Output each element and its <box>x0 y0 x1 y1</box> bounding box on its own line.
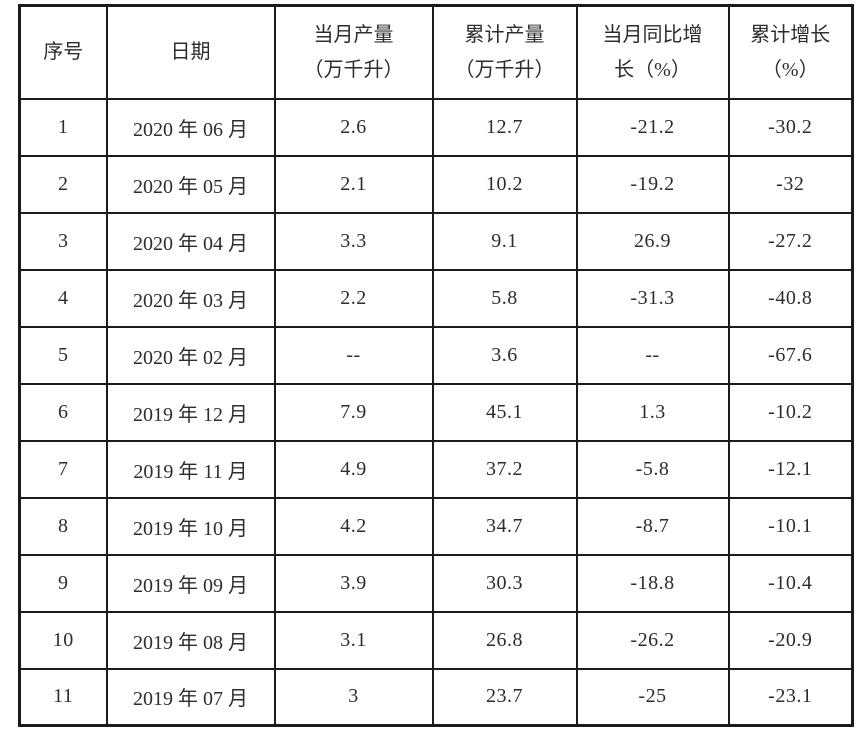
cell-seq: 10 <box>18 610 108 670</box>
cell-cumulative-growth: -40.8 <box>727 268 854 328</box>
cell-monthly-yoy: -- <box>575 325 730 385</box>
table-row-6: 6 2019 年 12 月 7.9 45.1 1.3 -10.2 <box>18 382 854 442</box>
header-cell-cumulative-growth: 累计增长 （%） <box>727 4 854 100</box>
cell-monthly-output: 3.3 <box>273 211 434 271</box>
cell-monthly-output: 3.1 <box>273 610 434 670</box>
header-label-line2: 长（%） <box>614 58 691 81</box>
table-row-9: 9 2019 年 09 月 3.9 30.3 -18.8 -10.4 <box>18 553 854 613</box>
cell-cumulative-output: 37.2 <box>431 439 578 499</box>
table-row-2: 2 2020 年 05 月 2.1 10.2 -19.2 -32 <box>18 154 854 214</box>
cell-monthly-yoy: -8.7 <box>575 496 730 556</box>
cell-monthly-output: 3.9 <box>273 553 434 613</box>
table-row-3: 3 2020 年 04 月 3.3 9.1 26.9 -27.2 <box>18 211 854 271</box>
cell-monthly-output: 4.9 <box>273 439 434 499</box>
cell-cumulative-output: 3.6 <box>431 325 578 385</box>
cell-date: 2019 年 09 月 <box>105 553 276 613</box>
table-header-row: 序号 日期 当月产量 （万千升） 累计产量 （万千升） <box>18 4 854 100</box>
cell-monthly-output: 4.2 <box>273 496 434 556</box>
cell-monthly-output: 2.6 <box>273 97 434 157</box>
header-cell-date: 日期 <box>105 4 276 100</box>
header-label: 序号 <box>43 41 84 64</box>
cell-monthly-yoy: 26.9 <box>575 211 730 271</box>
table-row-5: 5 2020 年 02 月 -- 3.6 -- -67.6 <box>18 325 854 385</box>
cell-seq: 9 <box>18 553 108 613</box>
cell-cumulative-growth: -12.1 <box>727 439 854 499</box>
cell-seq: 8 <box>18 496 108 556</box>
header-cell-monthly-output: 当月产量 （万千升） <box>273 4 434 100</box>
cell-cumulative-output: 26.8 <box>431 610 578 670</box>
cell-monthly-yoy: 1.3 <box>575 382 730 442</box>
cell-cumulative-output: 23.7 <box>431 667 578 727</box>
cell-cumulative-growth: -32 <box>727 154 854 214</box>
production-data-table: 序号 日期 当月产量 （万千升） 累计产量 （万千升） <box>18 4 854 727</box>
table-row-1: 1 2020 年 06 月 2.6 12.7 -21.2 -30.2 <box>18 97 854 157</box>
cell-monthly-output: 3 <box>273 667 434 727</box>
cell-date: 2019 年 10 月 <box>105 496 276 556</box>
cell-date: 2019 年 11 月 <box>105 439 276 499</box>
table-row-4: 4 2020 年 03 月 2.2 5.8 -31.3 -40.8 <box>18 268 854 328</box>
cell-cumulative-growth: -10.1 <box>727 496 854 556</box>
cell-date: 2020 年 04 月 <box>105 211 276 271</box>
header-cell-seq: 序号 <box>18 4 108 100</box>
header-label-line2: （%） <box>761 58 819 81</box>
cell-cumulative-output: 5.8 <box>431 268 578 328</box>
cell-seq: 3 <box>18 211 108 271</box>
cell-date: 2019 年 08 月 <box>105 610 276 670</box>
cell-monthly-yoy: -21.2 <box>575 97 730 157</box>
cell-seq: 2 <box>18 154 108 214</box>
cell-monthly-yoy: -5.8 <box>575 439 730 499</box>
cell-date: 2020 年 02 月 <box>105 325 276 385</box>
header-label-line1: 累计增长 <box>750 23 831 46</box>
cell-cumulative-output: 9.1 <box>431 211 578 271</box>
cell-monthly-yoy: -31.3 <box>575 268 730 328</box>
cell-date: 2019 年 12 月 <box>105 382 276 442</box>
table-row-10: 10 2019 年 08 月 3.1 26.8 -26.2 -20.9 <box>18 610 854 670</box>
table-row-11: 11 2019 年 07 月 3 23.7 -25 -23.1 <box>18 667 854 727</box>
cell-cumulative-output: 10.2 <box>431 154 578 214</box>
cell-seq: 6 <box>18 382 108 442</box>
cell-cumulative-growth: -20.9 <box>727 610 854 670</box>
header-label-line1: 当月产量 <box>313 23 394 46</box>
cell-cumulative-growth: -67.6 <box>727 325 854 385</box>
cell-seq: 7 <box>18 439 108 499</box>
cell-monthly-yoy: -25 <box>575 667 730 727</box>
cell-date: 2019 年 07 月 <box>105 667 276 727</box>
cell-cumulative-output: 34.7 <box>431 496 578 556</box>
cell-date: 2020 年 03 月 <box>105 268 276 328</box>
cell-cumulative-growth: -10.2 <box>727 382 854 442</box>
cell-cumulative-output: 45.1 <box>431 382 578 442</box>
table-row-7: 7 2019 年 11 月 4.9 37.2 -5.8 -12.1 <box>18 439 854 499</box>
header-cell-cumulative-output: 累计产量 （万千升） <box>431 4 578 100</box>
cell-seq: 11 <box>18 667 108 727</box>
cell-cumulative-growth: -30.2 <box>727 97 854 157</box>
cell-date: 2020 年 06 月 <box>105 97 276 157</box>
cell-monthly-yoy: -18.8 <box>575 553 730 613</box>
header-label-line2: （万千升） <box>303 58 404 81</box>
cell-monthly-yoy: -26.2 <box>575 610 730 670</box>
cell-cumulative-output: 12.7 <box>431 97 578 157</box>
cell-seq: 4 <box>18 268 108 328</box>
cell-cumulative-growth: -27.2 <box>727 211 854 271</box>
header-label: 日期 <box>170 41 211 64</box>
header-label-line1: 累计产量 <box>464 23 545 46</box>
cell-cumulative-growth: -23.1 <box>727 667 854 727</box>
cell-seq: 1 <box>18 97 108 157</box>
cell-monthly-output: 2.1 <box>273 154 434 214</box>
cell-monthly-output: 7.9 <box>273 382 434 442</box>
cell-cumulative-output: 30.3 <box>431 553 578 613</box>
cell-date: 2020 年 05 月 <box>105 154 276 214</box>
cell-monthly-output: 2.2 <box>273 268 434 328</box>
table-row-8: 8 2019 年 10 月 4.2 34.7 -8.7 -10.1 <box>18 496 854 556</box>
header-cell-monthly-yoy: 当月同比增 长（%） <box>575 4 730 100</box>
cell-seq: 5 <box>18 325 108 385</box>
header-label-line1: 当月同比增 <box>602 23 703 46</box>
cell-monthly-yoy: -19.2 <box>575 154 730 214</box>
cell-monthly-output: -- <box>273 325 434 385</box>
cell-cumulative-growth: -10.4 <box>727 553 854 613</box>
header-label-line2: （万千升） <box>454 58 555 81</box>
